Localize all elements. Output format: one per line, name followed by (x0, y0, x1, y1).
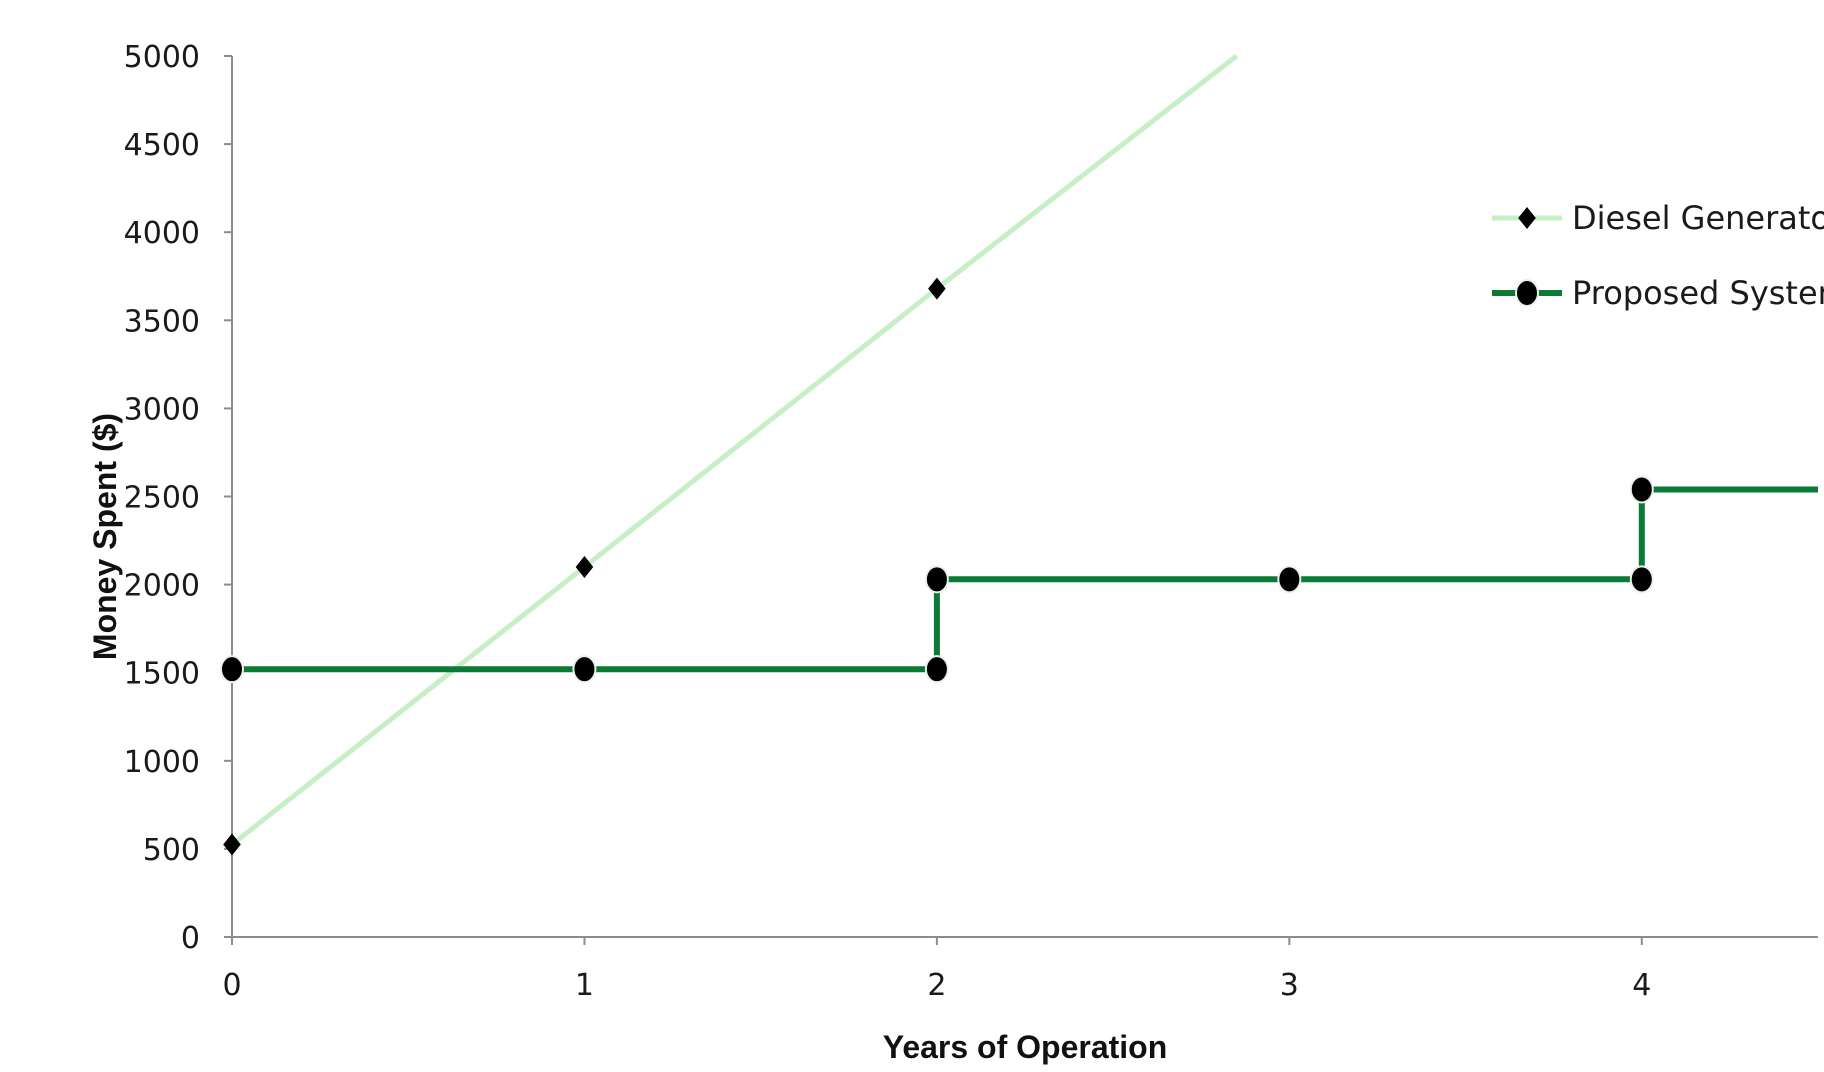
data-point (572, 655, 597, 684)
legend-marker (1515, 279, 1539, 307)
y-tick-label: 4500 (124, 128, 200, 163)
x-tick-label: 4 (1632, 968, 1651, 1003)
legend-marker (1518, 207, 1536, 229)
axes: 0 500 1000 1500 2000 2500 3000 3500 4000 4500 5000… (124, 40, 1818, 1003)
data-point (575, 555, 594, 578)
data-point (1629, 475, 1654, 504)
x-tick-label: 1 (575, 968, 594, 1003)
y-tick-label: 4000 (124, 216, 200, 251)
legend-label: Diesel Generator (1572, 199, 1824, 237)
series-diesel-generator (223, 54, 1239, 856)
y-tick-label: 2000 (124, 569, 200, 604)
x-tick-label: 2 (927, 968, 946, 1003)
data-point (928, 277, 946, 300)
series-proposed-system (220, 475, 1818, 684)
series-layer (220, 54, 1818, 856)
y-tick-label: 1000 (124, 745, 200, 780)
y-tick-label: 2500 (124, 481, 200, 516)
legend-entry: Diesel Generator (1492, 199, 1824, 237)
series-line (230, 54, 1239, 847)
y-axis-title: Money Spent ($) (87, 413, 123, 660)
legend-entry: Proposed System (1492, 274, 1824, 312)
y-tick-label: 5000 (124, 40, 200, 75)
y-tick-label: 3500 (124, 304, 200, 339)
series-line (232, 486, 1818, 673)
data-point (1629, 565, 1654, 594)
data-point (220, 655, 244, 684)
x-tick-label: 3 (1280, 968, 1299, 1003)
legend-label: Proposed System (1572, 274, 1824, 312)
y-tick-label: 3000 (124, 392, 200, 427)
data-point (924, 655, 949, 684)
legend: Diesel Generator Proposed System (1492, 199, 1824, 312)
data-point (223, 833, 241, 856)
data-point (924, 565, 949, 594)
y-tick-label: 500 (143, 833, 200, 868)
x-tick-label: 0 (222, 968, 241, 1003)
y-tick-label: 1500 (124, 657, 200, 692)
y-tick-label: 0 (181, 921, 200, 956)
data-point (1277, 565, 1302, 594)
x-axis-title: Years of Operation (883, 1029, 1168, 1065)
